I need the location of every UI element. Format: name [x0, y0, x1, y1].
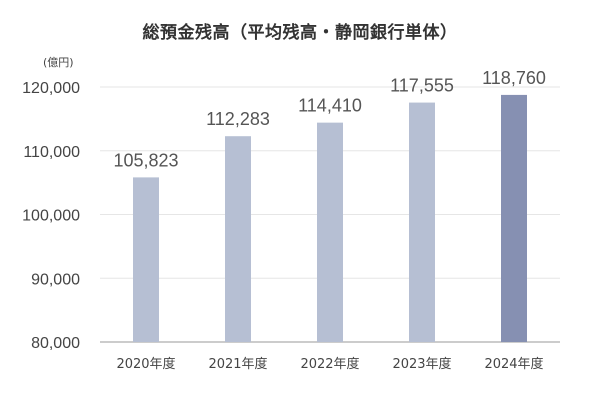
y-tick-label: 120,000 — [22, 80, 80, 97]
data-label: 118,760 — [482, 68, 546, 88]
y-tick-label: 110,000 — [23, 144, 80, 161]
y-tick-label: 90,000 — [31, 271, 80, 288]
data-label: 117,555 — [390, 76, 454, 96]
x-category-label: 2022年度 — [300, 356, 359, 372]
bar-2021年度 — [225, 136, 251, 342]
labels: 80,000 90,000 100,000 110,000 120,000 (億円) 105… — [22, 56, 546, 372]
bar-2023年度 — [409, 102, 435, 342]
bar-2022年度 — [317, 122, 343, 342]
x-category-label: 2021年度 — [208, 356, 267, 372]
x-category-label: 2023年度 — [392, 356, 451, 372]
data-label: 105,823 — [113, 150, 178, 170]
y-tick-label: 80,000 — [31, 335, 80, 352]
y-tick-label: 100,000 — [22, 208, 80, 225]
bars — [133, 94, 527, 342]
data-label: 114,410 — [298, 96, 362, 116]
bar-2024年度 — [501, 94, 527, 342]
data-label: 112,283 — [206, 109, 270, 129]
chart-title: 総預金残高（平均残高・静岡銀行単体） — [142, 23, 458, 43]
x-category-label: 2024年度 — [484, 356, 543, 372]
x-category-label: 2020年度 — [116, 356, 175, 372]
bar-2020年度 — [133, 177, 159, 342]
y-unit-label: (億円) — [43, 56, 74, 69]
